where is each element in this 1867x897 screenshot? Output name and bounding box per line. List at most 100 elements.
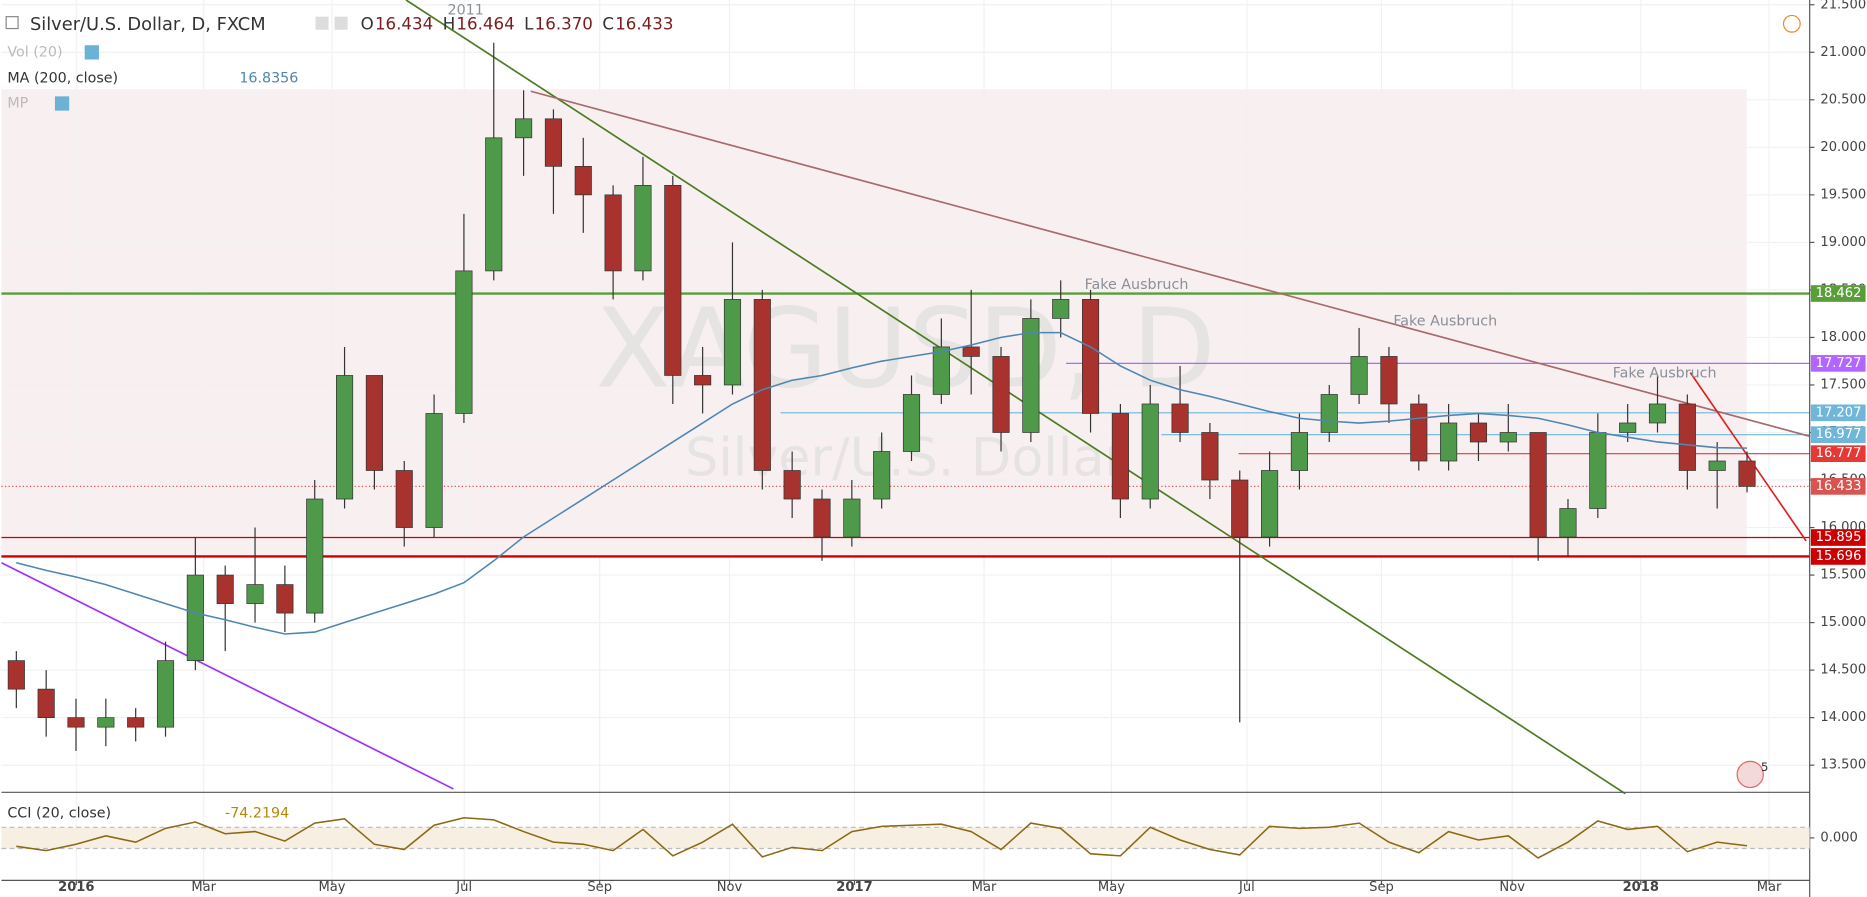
candle-body — [664, 184, 682, 376]
collapse-icon[interactable] — [5, 16, 19, 30]
y-tick-label: 13.500 — [1820, 758, 1866, 773]
level-label: 15.895 — [1816, 530, 1862, 545]
trendline — [1, 561, 454, 790]
candle-body — [186, 574, 204, 661]
level-label: 17.727 — [1816, 356, 1862, 371]
symbol-title: Silver/U.S. Dollar, D, FXCM — [30, 14, 266, 35]
y-tick-label: 15.000 — [1820, 615, 1866, 630]
candle-body — [485, 137, 503, 272]
candle-body — [455, 270, 473, 414]
x-tick-label: Sep — [1369, 880, 1394, 895]
level-label: 16.777 — [1816, 446, 1862, 461]
candle-body — [1081, 299, 1100, 414]
cci-label: CCI (20, close) — [7, 806, 111, 822]
x-tick-label: Nov — [1499, 880, 1525, 895]
ohlc-value: 16.433 — [615, 14, 673, 33]
y-tick-label: 21.000 — [1820, 45, 1866, 60]
candle-body — [37, 688, 55, 719]
badge-count: 5 — [1761, 760, 1769, 774]
candle-body — [1678, 403, 1696, 471]
candle-body — [1290, 432, 1308, 471]
ma-label: MA (200, close) — [7, 71, 118, 87]
icon[interactable] — [315, 16, 329, 30]
annotation: Fake Ausbruch — [1085, 277, 1189, 293]
ohlc-value: 16.434 — [375, 14, 433, 33]
level-label-box — [1810, 285, 1866, 302]
candle-body — [306, 498, 324, 614]
candle-body — [156, 660, 175, 728]
ma-line — [16, 331, 1747, 635]
candle-body — [1529, 432, 1547, 538]
x-tick-label: 2016 — [58, 880, 94, 895]
events-badge[interactable] — [1736, 760, 1764, 789]
ohlc-letter: L — [524, 14, 534, 33]
candle-body — [276, 584, 294, 614]
annotation: Fake Ausbruch — [1613, 366, 1717, 382]
candle-body — [365, 375, 383, 471]
cci-value: -74.2194 — [225, 806, 289, 822]
eye-icon[interactable] — [54, 96, 70, 111]
candle-body — [813, 498, 831, 538]
candle-body — [395, 470, 413, 528]
ohlc-letter: H — [443, 14, 456, 33]
annotation: 2011 — [448, 2, 484, 18]
y-tick-label: 20.000 — [1820, 140, 1866, 155]
x-tick-label: Mar — [972, 880, 997, 895]
level-label: 16.433 — [1816, 479, 1862, 494]
y-tick-label: 19.000 — [1820, 235, 1866, 250]
candle-body — [843, 498, 861, 538]
candle-body — [1440, 422, 1458, 462]
x-tick-label: Jul — [1238, 880, 1255, 895]
level-label-box — [1810, 445, 1866, 463]
x-tick-label: Mar — [191, 880, 216, 895]
cci-line — [16, 816, 1748, 859]
candle-body — [1738, 460, 1756, 487]
icon[interactable] — [334, 16, 348, 30]
candle-body — [932, 346, 950, 395]
candle-body — [127, 717, 145, 728]
candle-body — [1410, 403, 1428, 462]
candle-body — [1111, 413, 1129, 500]
level-label-box — [1810, 548, 1866, 565]
candle-body — [216, 574, 234, 604]
level-label-box — [1810, 355, 1866, 372]
level-label-box — [1810, 404, 1866, 422]
cci-band — [1, 827, 1810, 849]
candle-body — [1171, 403, 1189, 433]
x-tick-label: May — [1098, 880, 1125, 895]
vol-label: Vol (20) — [7, 44, 62, 60]
candle-body — [873, 451, 891, 500]
trendline — [530, 90, 1810, 438]
y-tick-label: 15.500 — [1820, 568, 1866, 583]
level-label: 18.462 — [1816, 286, 1862, 301]
level-label-box — [1810, 426, 1866, 444]
y-tick-label: 19.500 — [1820, 187, 1866, 202]
candle-body — [1320, 394, 1338, 433]
ohlc-value: 16.370 — [535, 14, 593, 33]
ohlc-value: 16.464 — [456, 14, 514, 33]
x-tick-label: Nov — [717, 880, 743, 895]
trendline — [405, 0, 1626, 795]
mp-label: MP — [7, 96, 28, 112]
candle-body — [1022, 318, 1040, 433]
y-tick-label: 0.000 — [1820, 830, 1857, 845]
candle-body — [67, 717, 85, 728]
candle-body — [1469, 422, 1488, 443]
eye-icon[interactable] — [84, 45, 99, 60]
alert-icon[interactable] — [1782, 14, 1801, 33]
trendline — [1689, 372, 1807, 542]
candle-body — [544, 118, 562, 167]
candle-body — [1261, 470, 1279, 538]
y-tick-label: 14.500 — [1820, 663, 1866, 678]
candle-body — [723, 299, 742, 386]
candle-body — [1619, 422, 1637, 433]
y-tick-label: 14.000 — [1820, 710, 1866, 725]
candle-body — [1708, 460, 1726, 471]
candle-body — [425, 413, 443, 528]
level-label: 16.977 — [1816, 427, 1862, 442]
level-label-box — [1810, 478, 1866, 495]
x-tick-label: 2017 — [836, 880, 872, 895]
annotation: Fake Ausbruch — [1393, 313, 1497, 329]
